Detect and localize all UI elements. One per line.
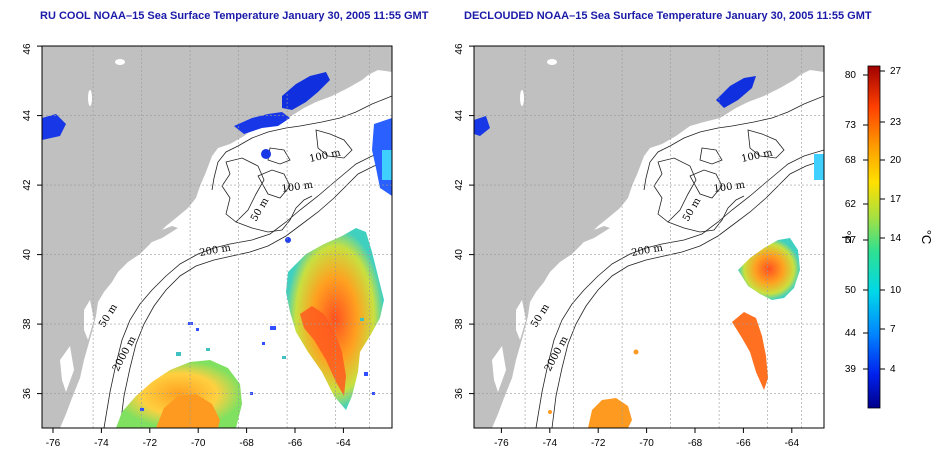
right-x-tick-label: -72 [591, 438, 606, 449]
right-sst-shelf [588, 398, 632, 428]
left-sst-blob [261, 149, 271, 159]
right-map-x-tick-labels: -76 -74 -72 -70 -68 -66 -64 [494, 438, 799, 449]
right-sst-speck-2 [548, 410, 552, 414]
right-sst-fundy [716, 76, 756, 108]
right-sst-gulfstream [738, 238, 800, 300]
left-y-tick-label: 46 [22, 43, 33, 55]
left-contour-label-100m-b: 100 m [281, 180, 314, 195]
right-map-land [474, 46, 824, 428]
right-y-tick-label: 42 [454, 179, 465, 191]
colorbar-c-tick: 14 [890, 233, 902, 244]
left-y-tick-label: 44 [22, 110, 33, 122]
left-map-bay [84, 300, 94, 340]
colorbar-c-tick: 4 [890, 364, 896, 375]
right-sst-speck [633, 349, 639, 355]
right-map-lake [547, 59, 557, 65]
colorbar-c-tick: 17 [890, 194, 902, 205]
left-map-lake-2 [88, 90, 92, 106]
left-map-title: RU COOL NOAA–15 Sea Surface Temperature … [40, 10, 429, 22]
left-map-lake [115, 59, 125, 65]
left-x-tick-label: -66 [288, 438, 303, 449]
colorbar-c-tick: 7 [890, 324, 896, 335]
left-sst-specks-2 [176, 318, 364, 359]
left-x-tick-label: -72 [143, 438, 158, 449]
left-map-long-island [134, 226, 178, 246]
colorbar-f-tick: 39 [845, 364, 857, 375]
left-map-contours [103, 95, 392, 428]
colorbar-gradient [867, 65, 881, 409]
colorbar-c-tick: 27 [890, 66, 902, 77]
right-sst-edge-left [474, 116, 490, 136]
right-contour-label-100m-b: 100 m [713, 180, 746, 195]
left-sst-gulfstream [286, 228, 384, 410]
left-sst-edge-left [42, 114, 66, 140]
right-map-title: DECLOUDED NOAA–15 Sea Surface Temperatur… [464, 10, 872, 22]
left-map-frame [41, 45, 393, 429]
right-x-tick-label: -74 [543, 438, 558, 449]
left-map-ticks [37, 45, 344, 433]
colorbar-f-tick: 68 [845, 155, 857, 166]
left-y-tick-label: 36 [22, 388, 33, 400]
left-sst-edge-cyan [382, 150, 392, 180]
colorbar-ticks [863, 70, 885, 370]
colorbar-f-tick: 50 [845, 285, 857, 296]
left-y-tick-label: 38 [22, 318, 33, 330]
colorbar-celsius-unit: °C [919, 230, 934, 245]
right-map-bay [516, 300, 526, 340]
right-x-tick-label: -70 [639, 438, 654, 449]
left-y-tick-label: 42 [22, 179, 33, 191]
right-map-bay-2 [492, 346, 506, 392]
colorbar-f-tick: 73 [845, 120, 857, 131]
colorbar-f-tick: 80 [845, 70, 857, 81]
left-x-tick-label: -64 [336, 438, 351, 449]
colorbar: 80 73 68 62 57 50 44 39 27 23 20 17 14 1… [839, 65, 934, 409]
left-map-x-tick-labels: -76 -74 -72 -70 -68 -66 -64 [46, 438, 351, 449]
left-x-tick-label: -70 [191, 438, 206, 449]
left-map-panel: 100 m 100 m 50 m 200 m 50 m 2000 m [22, 43, 393, 449]
left-sst-blob-2 [285, 237, 291, 243]
left-map-bay-2 [60, 346, 74, 392]
right-x-tick-label: -76 [494, 438, 509, 449]
colorbar-fahrenheit-labels: 80 73 68 62 57 50 44 39 [845, 70, 857, 375]
colorbar-f-tick: 62 [845, 199, 857, 210]
colorbar-c-tick: 10 [890, 285, 902, 296]
colorbar-f-tick: 57 [845, 235, 857, 246]
right-sst-edge-cyan [814, 154, 824, 180]
right-sst-gulfstream-tail [732, 312, 768, 390]
right-y-tick-label: 44 [454, 110, 465, 122]
colorbar-celsius-labels: 27 23 20 17 14 10 7 4 [890, 66, 902, 375]
left-x-tick-label: -74 [94, 438, 109, 449]
right-map-nova-scotia [732, 62, 808, 102]
right-map-panel: 100 m 100 m 50 m 200 m 50 m 2000 m [454, 43, 825, 449]
right-map-lake-2 [520, 90, 524, 106]
left-map-y-tick-labels: 36 38 40 42 44 46 [22, 43, 33, 399]
colorbar-f-tick: 44 [845, 328, 857, 339]
right-y-tick-label: 40 [454, 249, 465, 261]
right-y-tick-label: 46 [454, 43, 465, 55]
right-map-contours [535, 95, 824, 428]
right-map-frame [473, 45, 825, 429]
left-map-land [42, 46, 392, 428]
left-sst-fundy [282, 72, 330, 110]
left-y-tick-label: 40 [22, 249, 33, 261]
right-x-tick-label: -64 [785, 438, 800, 449]
right-x-tick-label: -68 [688, 438, 703, 449]
colorbar-c-tick: 20 [890, 155, 902, 166]
right-y-tick-label: 38 [454, 318, 465, 330]
right-y-tick-label: 36 [454, 388, 465, 400]
left-sst-shelf-core [156, 394, 220, 428]
left-map-nova-scotia [300, 62, 376, 102]
right-map-y-tick-labels: 36 38 40 42 44 46 [454, 43, 465, 399]
colorbar-fahrenheit-unit: °F [839, 230, 854, 243]
left-sst-gulfstream-core [300, 306, 346, 396]
right-map-long-island [566, 226, 610, 246]
left-sst-gom [234, 112, 290, 134]
right-x-tick-label: -66 [736, 438, 751, 449]
colorbar-c-tick: 23 [890, 117, 902, 128]
right-map-ticks [469, 45, 793, 433]
left-x-tick-label: -68 [239, 438, 254, 449]
left-x-tick-label: -76 [46, 438, 61, 449]
